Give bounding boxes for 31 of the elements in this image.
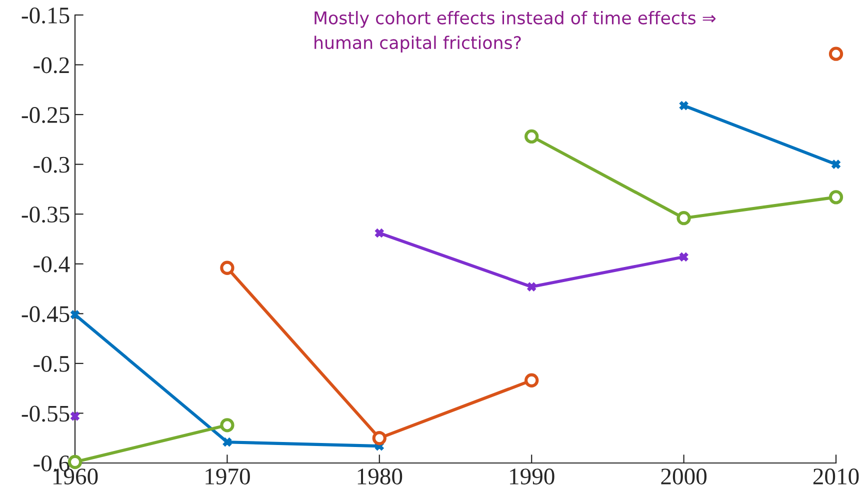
point — [70, 412, 80, 421]
point — [220, 418, 234, 432]
y-tick-label: -0.45 — [22, 306, 70, 322]
y-tick-label: -0.35 — [22, 206, 70, 223]
y-tick-label: -0.15 — [22, 7, 70, 24]
point — [828, 46, 844, 61]
x-tick-label: 1990 — [510, 468, 554, 484]
point — [220, 260, 234, 275]
point — [524, 373, 539, 388]
x-tick-label: 2000 — [661, 468, 707, 484]
point — [679, 101, 688, 110]
point — [828, 190, 844, 204]
y-tick-label: -0.2 — [34, 57, 69, 74]
annotation: Mostly cohort effects instead of time effects ⇒ human capital frictions? — [314, 11, 716, 53]
y-tick-label: -0.25 — [22, 107, 70, 124]
point — [222, 438, 232, 447]
y-tick-label: -0.5 — [34, 356, 70, 372]
y-tick-label: -0.3 — [34, 156, 70, 173]
x-tick-label: 2010 — [813, 468, 859, 484]
point — [831, 160, 841, 169]
point — [524, 129, 539, 144]
point — [374, 228, 384, 238]
point — [372, 431, 386, 446]
point — [679, 252, 688, 262]
y-tick-label: -0.4 — [34, 256, 70, 272]
point — [70, 310, 80, 320]
point — [527, 282, 536, 292]
x-tick-label: 1980 — [358, 468, 402, 484]
point — [676, 211, 691, 226]
y-tick-label: -0.55 — [22, 406, 70, 422]
x-tick-label: 1970 — [206, 468, 250, 484]
